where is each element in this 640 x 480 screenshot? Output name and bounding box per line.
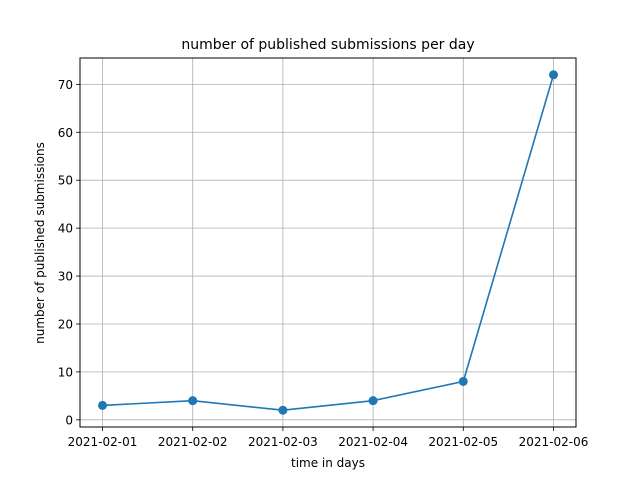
data-point xyxy=(549,70,558,80)
data-point xyxy=(368,396,378,406)
chart-title: number of published submissions per day xyxy=(181,37,474,53)
data-point xyxy=(98,400,107,410)
y-axis: 0 10 20 30 40 50 60 70 xyxy=(58,78,80,427)
data-point xyxy=(188,396,198,406)
x-tick-label: 2021-02-03 xyxy=(248,435,318,449)
y-axis-label: number of published submissions xyxy=(33,142,47,344)
series-layer xyxy=(98,70,558,415)
y-tick-label: 60 xyxy=(58,126,73,140)
y-tick-label: 20 xyxy=(58,317,73,331)
x-tick-label: 2021-02-06 xyxy=(519,435,589,449)
y-tick-label: 50 xyxy=(58,174,73,188)
y-tick-label: 0 xyxy=(65,413,73,427)
x-axis-label: time in days xyxy=(291,456,365,470)
y-tick-label: 40 xyxy=(58,222,73,236)
series-line xyxy=(102,74,555,412)
grid xyxy=(80,58,576,427)
x-tick-label: 2021-02-04 xyxy=(338,435,408,449)
y-tick-label: 30 xyxy=(58,270,73,284)
x-tick-label: 2021-02-02 xyxy=(158,435,228,449)
y-tick-label: 10 xyxy=(58,365,73,379)
plot-frame xyxy=(79,57,577,428)
x-axis: 2021-02-01 2021-02-02 2021-02-03 2021-02-04… xyxy=(68,427,589,449)
data-point xyxy=(278,405,288,415)
data-point xyxy=(458,376,468,386)
y-tick-label: 70 xyxy=(58,78,73,92)
x-tick-label: 2021-02-01 xyxy=(68,435,138,449)
x-tick-label: 2021-02-05 xyxy=(428,435,498,449)
